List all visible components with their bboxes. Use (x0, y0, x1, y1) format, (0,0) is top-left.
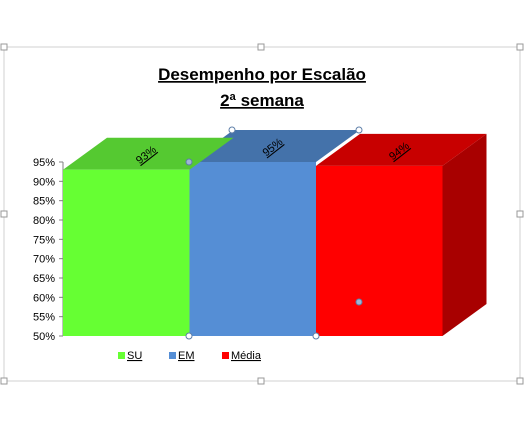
bar-side-face (442, 133, 487, 336)
legend: SU EM Média (118, 350, 262, 362)
resize-handle-bottom-left[interactable] (0, 377, 8, 385)
y-tick-label: 75% (33, 234, 55, 246)
legend-label: EM (178, 350, 195, 362)
chart-title-line-2: 2ª semana (220, 91, 304, 110)
y-tick-label: 65% (33, 273, 55, 285)
resize-handle-top[interactable] (257, 43, 265, 51)
selection-marker[interactable] (228, 126, 236, 134)
y-tick-label: 85% (33, 196, 55, 208)
bar-front-face (63, 169, 190, 336)
selection-marker[interactable] (185, 158, 193, 166)
legend-swatch (169, 352, 176, 359)
resize-handle-bottom[interactable] (257, 377, 265, 385)
legend-entry[interactable]: SU (118, 350, 142, 362)
y-axis-ticks: 50% 55% 60% 65% 70% 75% 80% 85% 90% 95% (33, 157, 63, 343)
bar-1[interactable] (63, 137, 234, 336)
resize-handle-top-right[interactable] (516, 43, 524, 51)
resize-handle-top-left[interactable] (0, 43, 8, 51)
selection-marker[interactable] (185, 332, 193, 340)
y-tick-label: 50% (33, 331, 55, 343)
legend-swatch (222, 352, 229, 359)
chart-title-line-1: Desempenho por Escalão (158, 65, 366, 84)
selection-markers (185, 126, 363, 340)
resize-handle-bottom-right[interactable] (516, 377, 524, 385)
y-tick-label: 95% (33, 157, 55, 169)
legend-swatch (118, 352, 125, 359)
resize-handle-right[interactable] (516, 210, 524, 218)
legend-label: SU (127, 350, 142, 362)
y-tick-label: 55% (33, 312, 55, 324)
y-tick-label: 80% (33, 215, 55, 227)
resize-handle-left[interactable] (0, 210, 8, 218)
bar-front-face (316, 165, 443, 336)
selection-marker[interactable] (355, 298, 363, 306)
selection-marker[interactable] (355, 126, 363, 134)
y-tick-label: 60% (33, 292, 55, 304)
y-tick-label: 70% (33, 254, 55, 266)
bars (63, 130, 487, 336)
bar-3[interactable] (316, 133, 487, 336)
legend-entry[interactable]: EM (169, 350, 195, 362)
selection-marker[interactable] (312, 332, 320, 340)
legend-label: Média (231, 350, 262, 362)
bar-top-face (316, 133, 487, 166)
legend-entry[interactable]: Média (222, 350, 262, 362)
y-tick-label: 90% (33, 176, 55, 188)
bar-front-face (189, 162, 316, 336)
